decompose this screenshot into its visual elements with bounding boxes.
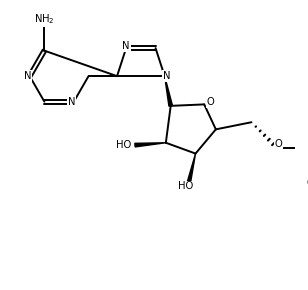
Text: NH$_2$: NH$_2$: [34, 12, 55, 26]
Text: HO: HO: [116, 140, 131, 150]
Text: O: O: [207, 97, 215, 108]
Text: HO: HO: [178, 181, 194, 191]
Polygon shape: [165, 76, 172, 106]
Polygon shape: [187, 154, 196, 185]
Polygon shape: [135, 143, 166, 147]
Text: N: N: [24, 71, 31, 81]
Text: N: N: [122, 41, 130, 51]
Text: O: O: [307, 178, 308, 188]
Text: N: N: [68, 97, 76, 107]
Text: N: N: [163, 71, 170, 81]
Text: O: O: [275, 139, 282, 148]
